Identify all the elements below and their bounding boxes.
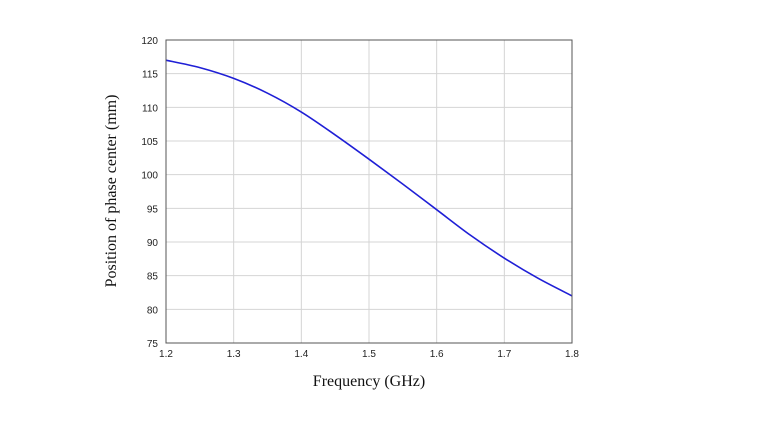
y-tick-label: 75 [147, 339, 159, 350]
y-tick-label: 100 [141, 171, 158, 182]
grid-lines [166, 40, 572, 343]
y-tick-label: 105 [141, 137, 158, 148]
y-tick-label: 120 [141, 36, 158, 47]
x-tick-label: 1.4 [294, 349, 308, 360]
series-line [165, 59, 573, 297]
x-tick-label: 1.8 [565, 349, 579, 360]
x-tick-label: 1.2 [159, 349, 173, 360]
y-tick-label: 90 [147, 238, 159, 249]
x-tick-label: 1.6 [430, 349, 444, 360]
y-tick-label: 95 [147, 204, 159, 215]
y-tick-label: 85 [147, 272, 159, 283]
x-tick-label: 1.3 [227, 349, 241, 360]
y-tick-label: 110 [142, 103, 158, 114]
y-tick-labels: 75 80 85 90 95 100 105 110 115 120 [141, 36, 158, 350]
y-tick-label: 80 [147, 305, 159, 316]
x-tick-labels: 1.2 1.3 1.4 1.5 1.6 1.7 1.8 [159, 349, 579, 360]
x-tick-label: 1.7 [497, 349, 511, 360]
y-tick-label: 115 [142, 70, 158, 81]
y-axis-title: Position of phase center (mm) [103, 95, 120, 288]
x-axis-title: Frequency (GHz) [313, 373, 425, 390]
plot-frame [165, 39, 573, 344]
series-group [165, 59, 573, 297]
x-tick-label: 1.5 [362, 349, 376, 360]
